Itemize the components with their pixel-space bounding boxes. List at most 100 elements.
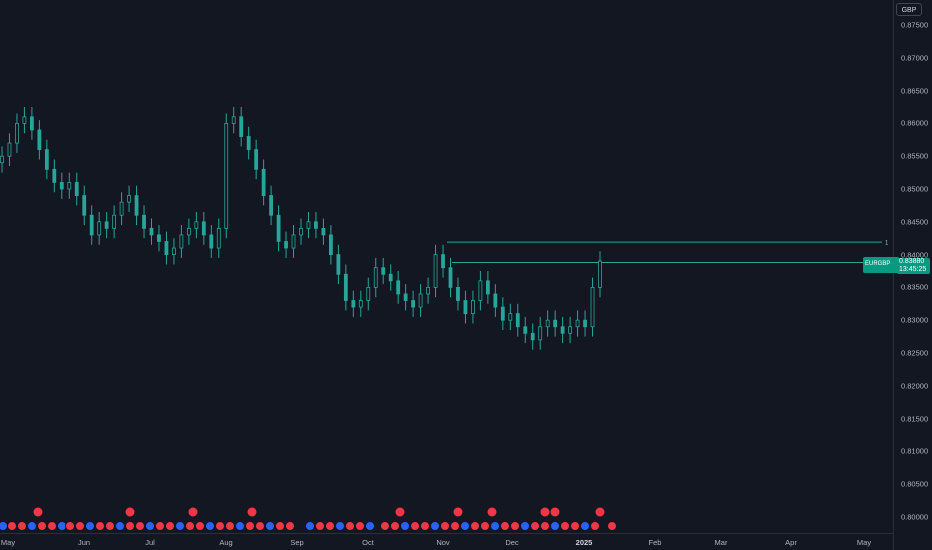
- time-tick-label: Apr: [785, 538, 797, 547]
- event-flag-icon[interactable]: [125, 507, 135, 517]
- economic-event-icon[interactable]: [135, 521, 145, 531]
- economic-event-icon[interactable]: [105, 521, 115, 531]
- event-flag-icon[interactable]: [33, 507, 43, 517]
- economic-event-icon[interactable]: [560, 521, 570, 531]
- economic-event-icon[interactable]: [235, 521, 245, 531]
- economic-event-icon[interactable]: [540, 521, 550, 531]
- economic-event-icon[interactable]: [145, 521, 155, 531]
- candle-body: [82, 195, 87, 216]
- economic-event-icon[interactable]: [510, 521, 520, 531]
- economic-event-icon[interactable]: [255, 521, 265, 531]
- economic-event-icon[interactable]: [355, 521, 365, 531]
- economic-event-icon[interactable]: [275, 521, 285, 531]
- economic-event-icon[interactable]: [125, 521, 135, 531]
- time-tick-label: Jul: [145, 538, 155, 547]
- economic-event-icon[interactable]: [17, 521, 27, 531]
- candle-body: [246, 136, 251, 151]
- economic-event-icon[interactable]: [245, 521, 255, 531]
- economic-event-icon[interactable]: [7, 521, 17, 531]
- event-flag-icon[interactable]: [540, 507, 550, 517]
- event-flag-icon[interactable]: [487, 507, 497, 517]
- economic-event-icon[interactable]: [460, 521, 470, 531]
- economic-event-icon[interactable]: [165, 521, 175, 531]
- time-tick-label: Mar: [714, 538, 728, 547]
- event-flag-icon[interactable]: [247, 507, 257, 517]
- candle-body: [568, 326, 572, 334]
- economic-event-icon[interactable]: [365, 521, 375, 531]
- candle-body: [545, 319, 550, 328]
- economic-event-icon[interactable]: [75, 521, 85, 531]
- candle-body: [112, 214, 117, 229]
- event-flag-icon[interactable]: [188, 507, 198, 517]
- economic-event-icon[interactable]: [450, 521, 460, 531]
- candle-body: [463, 300, 468, 315]
- economic-event-icon[interactable]: [115, 521, 125, 531]
- economic-event-icon[interactable]: [570, 521, 580, 531]
- candle-body: [553, 319, 558, 328]
- economic-event-icon[interactable]: [400, 521, 410, 531]
- candle-body: [157, 234, 161, 242]
- economic-event-icon[interactable]: [155, 521, 165, 531]
- economic-event-icon[interactable]: [580, 521, 590, 531]
- economic-event-icon[interactable]: [0, 521, 8, 531]
- economic-event-icon[interactable]: [47, 521, 57, 531]
- economic-event-icon[interactable]: [607, 521, 617, 531]
- price-tick-label: 0.87500: [901, 20, 929, 30]
- candle-body: [119, 201, 124, 216]
- candle-body: [261, 168, 266, 196]
- candle-body: [314, 221, 318, 229]
- event-flag-icon[interactable]: [453, 507, 463, 517]
- economic-event-icon[interactable]: [37, 521, 47, 531]
- economic-event-icon[interactable]: [65, 521, 75, 531]
- economic-event-icon[interactable]: [500, 521, 510, 531]
- event-flag-icon[interactable]: [395, 507, 405, 517]
- economic-event-icon[interactable]: [430, 521, 440, 531]
- economic-event-icon[interactable]: [185, 521, 195, 531]
- candle-body: [15, 123, 19, 144]
- economic-event-icon[interactable]: [95, 521, 105, 531]
- economic-event-icon[interactable]: [550, 521, 560, 531]
- candle-body: [186, 227, 191, 236]
- candle-body: [523, 326, 528, 334]
- economic-event-icon[interactable]: [225, 521, 235, 531]
- chart-area[interactable]: 1: [0, 0, 893, 533]
- economic-event-icon[interactable]: [175, 521, 185, 531]
- price-chart[interactable]: 1: [0, 0, 893, 533]
- event-flag-icon[interactable]: [595, 507, 605, 517]
- candle-body: [224, 123, 229, 229]
- economic-event-icon[interactable]: [335, 521, 345, 531]
- event-flag-icon[interactable]: [550, 507, 560, 517]
- economic-event-icon[interactable]: [520, 521, 530, 531]
- economic-event-icon[interactable]: [410, 521, 420, 531]
- economic-event-icon[interactable]: [440, 521, 450, 531]
- economic-event-icon[interactable]: [480, 521, 490, 531]
- economic-event-icon[interactable]: [27, 521, 37, 531]
- economic-event-icon[interactable]: [490, 521, 500, 531]
- candle-body: [500, 306, 505, 321]
- economic-event-icon[interactable]: [285, 521, 295, 531]
- economic-event-icon[interactable]: [470, 521, 480, 531]
- price-axis[interactable]: 0.87500 0.87000 0.86500 0.86000 0.85500 0.850…: [893, 0, 932, 550]
- economic-event-icon[interactable]: [325, 521, 335, 531]
- economic-event-icon[interactable]: [265, 521, 275, 531]
- economic-event-icon[interactable]: [590, 521, 600, 531]
- candle-body: [388, 273, 393, 282]
- economic-event-icon[interactable]: [215, 521, 225, 531]
- time-axis[interactable]: May Jun Jul Aug Sep Oct Nov Dec 2025 Feb Mar Apr May: [0, 533, 893, 550]
- economic-event-icon[interactable]: [85, 521, 95, 531]
- currency-badge[interactable]: GBP: [896, 3, 922, 16]
- economic-event-icon[interactable]: [345, 521, 355, 531]
- economic-event-icon[interactable]: [305, 521, 315, 531]
- economic-event-icon[interactable]: [530, 521, 540, 531]
- candle-body: [418, 293, 423, 308]
- last-price-value: 0.83880: [899, 258, 925, 265]
- candle-body: [538, 326, 543, 341]
- economic-event-icon[interactable]: [315, 521, 325, 531]
- economic-event-icon[interactable]: [420, 521, 430, 531]
- economic-event-icon[interactable]: [195, 521, 205, 531]
- economic-event-icon[interactable]: [205, 521, 215, 531]
- economic-event-icon[interactable]: [390, 521, 400, 531]
- candle-body: [381, 267, 386, 275]
- economic-event-icon[interactable]: [380, 521, 390, 531]
- candle-body: [127, 195, 131, 203]
